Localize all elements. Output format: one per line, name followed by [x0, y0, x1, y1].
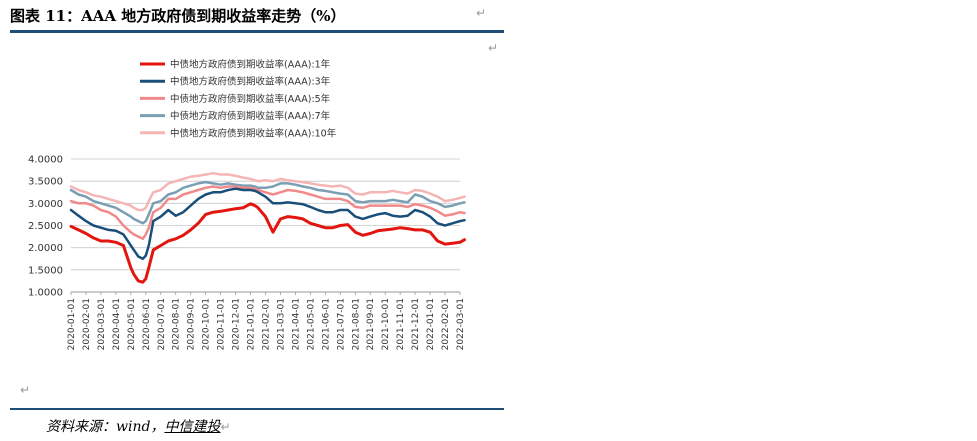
paragraph-mark-icon: ↵: [220, 420, 231, 434]
x-tick-label: 2021-07-01: [336, 298, 346, 350]
x-tick-label: 2020-08-01: [172, 298, 182, 350]
x-tick-label: 2020-04-01: [112, 298, 122, 350]
x-tick-label: 2021-09-01: [366, 298, 376, 350]
y-tick-label: 4.0000: [28, 155, 63, 166]
y-tick-label: 3.0000: [28, 199, 63, 210]
series-line: [69, 180, 466, 225]
legend-label: 中债地方政府债到期收益率(AAA):5年: [170, 93, 331, 105]
source-note: 资料来源：wind，中信建投↵: [46, 416, 231, 436]
top-rule: [10, 30, 504, 33]
x-tick-label: 2020-06-01: [142, 298, 152, 350]
x-tick-label: 2020-07-01: [157, 298, 167, 350]
paragraph-mark-icon: ↵: [488, 41, 499, 55]
y-tick-label: 1.5000: [28, 265, 63, 276]
x-tick-label: 2021-05-01: [306, 298, 316, 350]
legend-label: 中债地方政府债到期收益率(AAA):10年: [170, 127, 337, 139]
x-tick-label: 2022-03-01: [456, 298, 466, 350]
x-tick-label: 2021-04-01: [291, 298, 301, 350]
x-tick-label: 2021-01-01: [247, 298, 257, 350]
y-tick-label: 3.5000: [28, 177, 63, 188]
chart-grid: [71, 158, 460, 293]
x-tick-label: 2020-05-01: [127, 298, 137, 350]
x-tick-label: 2021-08-01: [351, 298, 361, 350]
series-line: [69, 187, 466, 261]
figure-title: 图表 11：AAA 地方政府债到期收益率走势（%）: [10, 5, 346, 26]
x-tick-label: 2021-11-01: [396, 298, 406, 350]
y-tick-label: 2.5000: [28, 221, 63, 232]
paragraph-mark-icon: ↵: [476, 6, 487, 20]
x-tick-label: 2022-01-01: [426, 298, 436, 350]
x-tick-label: 2021-10-01: [381, 298, 391, 350]
figure-title-text: 图表 11：AAA 地方政府债到期收益率走势（%）: [10, 7, 346, 25]
legend-label: 中债地方政府债到期收益率(AAA):7年: [170, 110, 331, 122]
series-lines: [69, 171, 466, 284]
x-tick-label: 2022-02-01: [441, 298, 451, 350]
x-tick-label: 2021-12-01: [411, 298, 421, 350]
x-tick-label: 2020-10-01: [202, 298, 212, 350]
series-line: [69, 202, 466, 284]
x-tick-label: 2021-03-01: [276, 298, 286, 350]
legend-label: 中债地方政府债到期收益率(AAA):3年: [170, 76, 331, 88]
x-tick-label: 2021-06-01: [321, 298, 331, 350]
paragraph-mark-icon: ↵: [20, 383, 31, 397]
x-tick-label: 2020-12-01: [232, 298, 242, 350]
y-tick-label: 1.0000: [28, 288, 63, 299]
x-tick-label: 2020-03-01: [97, 298, 107, 350]
x-tick-label: 2020-09-01: [187, 298, 197, 350]
x-axis-ticks: 2020-01-01 2020-02-01 2020-03-01 2020-04-01…: [67, 292, 466, 350]
bottom-rule: [10, 408, 504, 410]
source-brand: 中信建投: [164, 419, 221, 435]
x-tick-label: 2020-01-01: [67, 298, 77, 350]
y-axis-ticks: 1.0000 1.5000 2.0000 2.5000 3.0000 3.5000 4.00…: [28, 155, 63, 299]
series-line: [69, 185, 466, 241]
x-tick-label: 2021-02-01: [262, 298, 272, 350]
chart-legend: 中债地方政府债到期收益率(AAA):1年中债地方政府债到期收益率(AAA):3年…: [140, 59, 337, 139]
legend-label: 中债地方政府债到期收益率(AAA):1年: [170, 59, 331, 71]
x-tick-label: 2020-11-01: [217, 298, 227, 350]
source-prefix: 资料来源：wind，: [46, 419, 165, 435]
x-tick-label: 2020-02-01: [82, 298, 92, 350]
series-line: [69, 171, 466, 212]
y-tick-label: 2.0000: [28, 243, 63, 254]
